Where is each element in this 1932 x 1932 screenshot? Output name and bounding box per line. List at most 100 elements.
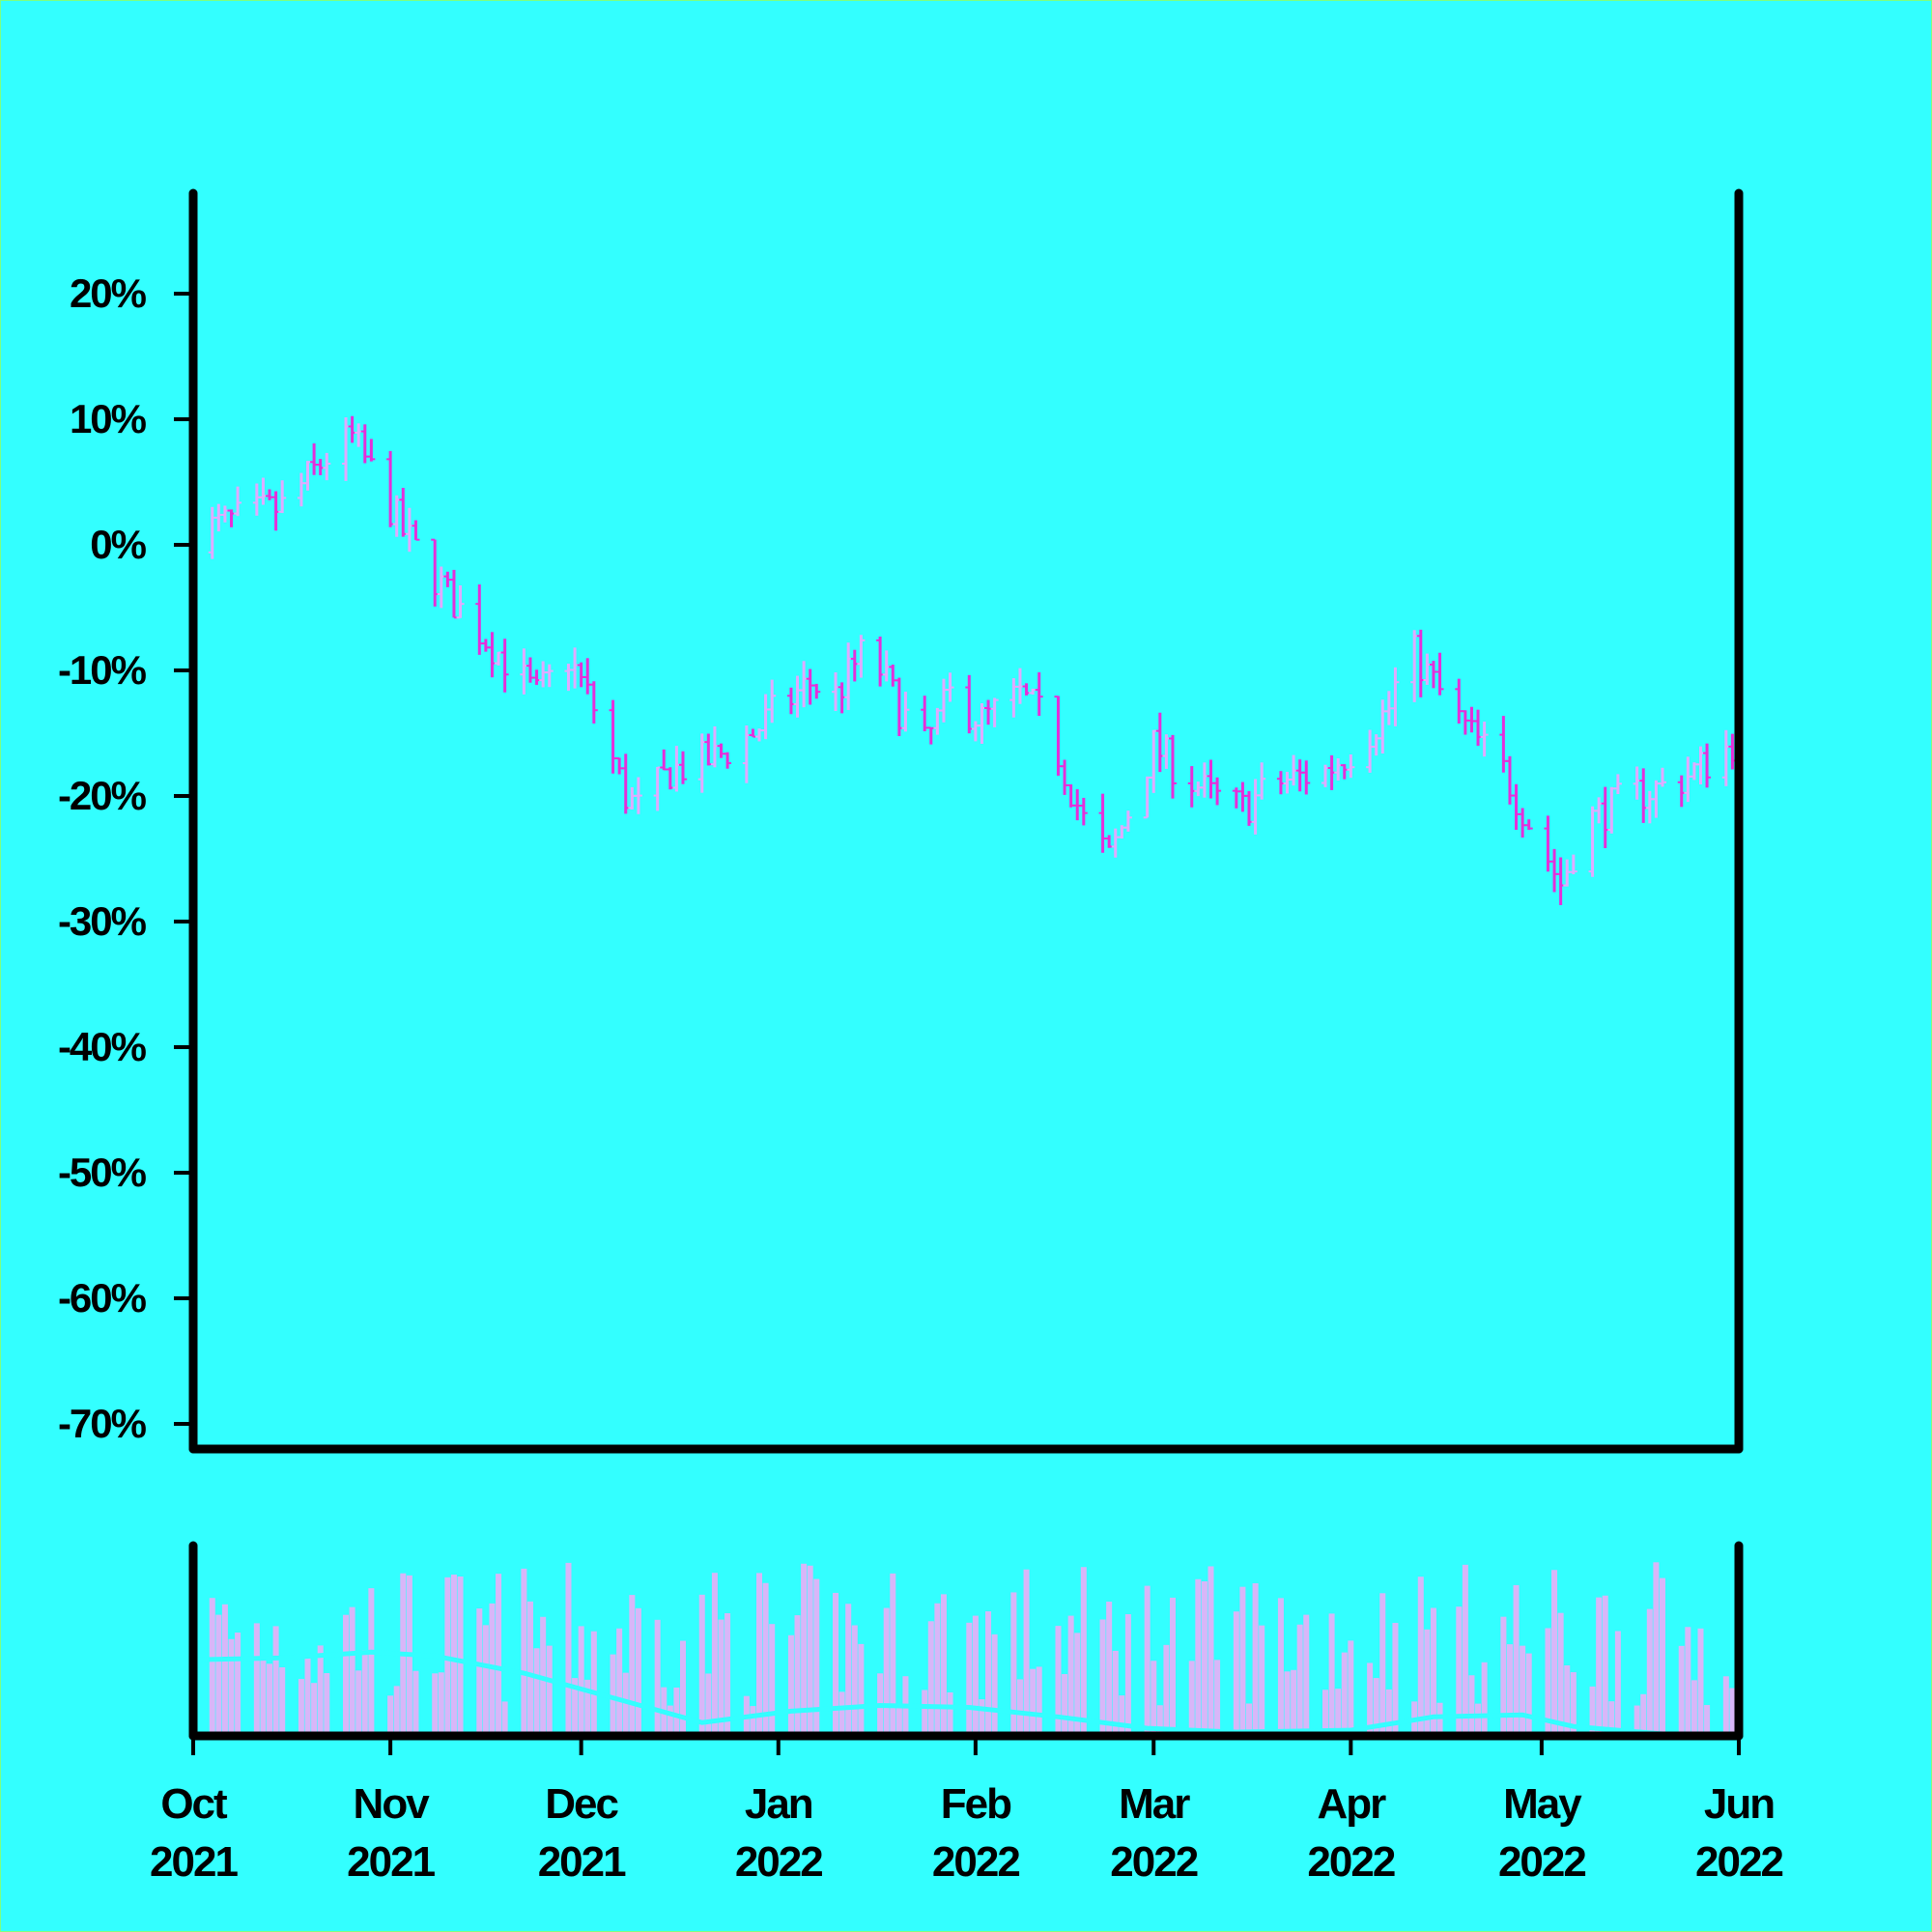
x-tick-year: 2022 <box>1498 1838 1585 1886</box>
volume-bar <box>1640 1693 1647 1736</box>
volume-bar <box>1385 1689 1392 1736</box>
volume-bar <box>1201 1580 1208 1736</box>
y-axis-ticks: 20% 10% 0% -10% -20% -30% -40% -50% -60% -70% <box>58 270 193 1446</box>
ohlc-bar <box>278 480 287 514</box>
volume-bar <box>851 1625 858 1736</box>
volume-bar <box>833 1592 839 1736</box>
volume-bar <box>215 1614 222 1736</box>
volume-bar <box>432 1673 439 1736</box>
volume-bar <box>718 1619 724 1736</box>
volume-bar <box>1277 1598 1284 1736</box>
x-tick-year: 2021 <box>347 1838 435 1886</box>
ohlc-bar <box>946 672 954 702</box>
ohlc-bar <box>678 751 687 784</box>
volume-bar <box>1417 1577 1424 1736</box>
volume-bar <box>1685 1627 1691 1736</box>
volume-axes <box>188 1541 1744 1741</box>
ohlc-bar <box>768 679 777 724</box>
x-tick-month: Nov <box>354 1780 431 1828</box>
volume-bar <box>457 1576 464 1736</box>
volume-bar <box>1520 1645 1526 1736</box>
volume-bar <box>756 1573 763 1736</box>
y-tick-label: -60% <box>58 1275 147 1321</box>
volume-bar <box>1557 1612 1564 1736</box>
volume-bar <box>1291 1669 1297 1736</box>
volume-bar <box>769 1624 776 1736</box>
y-tick-label: -30% <box>58 898 147 944</box>
volume-bar <box>1468 1675 1475 1736</box>
volume-bar <box>1424 1629 1431 1736</box>
ohlc-bar <box>1435 652 1444 696</box>
volume-bar <box>1722 1676 1729 1736</box>
y-tick-label: 0% <box>90 522 146 567</box>
ohlc-bar <box>323 452 331 481</box>
volume-bar <box>845 1604 852 1736</box>
volume-bar <box>927 1621 934 1736</box>
volume-bar <box>629 1595 636 1736</box>
volume-bar <box>1379 1593 1386 1736</box>
volume-bar <box>533 1648 540 1736</box>
volume-bar <box>496 1574 502 1736</box>
volume-bar <box>1303 1614 1310 1736</box>
y-tick-label: -50% <box>58 1150 147 1195</box>
volume-bar <box>1436 1702 1443 1736</box>
volume-bar <box>991 1634 998 1736</box>
volume-bar <box>979 1699 985 1736</box>
volume-bar <box>1513 1584 1520 1736</box>
volume-bar <box>1156 1705 1163 1736</box>
volume-bar <box>578 1626 584 1736</box>
volume-bar <box>279 1666 286 1736</box>
volume-bar <box>1188 1661 1195 1736</box>
volume-bar <box>317 1645 324 1736</box>
volume-bar <box>1208 1566 1214 1736</box>
price-panel: 20% 10% 0% -10% -20% -30% -40% -50% -60% -70% <box>58 188 1744 1454</box>
volume-bar <box>209 1598 215 1736</box>
ohlc-bar <box>1391 667 1400 726</box>
ohlc-bar <box>724 752 732 769</box>
x-tick-month: Dec <box>545 1780 618 1828</box>
volume-bar <box>1144 1585 1151 1736</box>
volume-bar <box>985 1611 992 1736</box>
volume-bar <box>1430 1607 1436 1736</box>
volume-bar <box>1163 1644 1170 1736</box>
ohlc-bar <box>901 692 910 732</box>
volume-bar <box>1169 1597 1176 1736</box>
volume-bar <box>1023 1569 1030 1736</box>
volume-bar <box>1697 1628 1704 1736</box>
volume-bar <box>1233 1611 1239 1736</box>
volume-bar <box>1678 1645 1685 1736</box>
volume-bar <box>387 1695 394 1736</box>
x-tick-year: 2022 <box>1695 1838 1782 1886</box>
volume-bar <box>355 1670 362 1736</box>
volume-bar <box>565 1562 572 1736</box>
volume-bar <box>1030 1668 1037 1736</box>
volume-bar <box>1564 1665 1571 1736</box>
ohlc-bar <box>234 486 242 517</box>
volume-bar <box>1525 1653 1532 1736</box>
volume-bar <box>450 1575 457 1736</box>
volume-bar <box>1570 1672 1577 1736</box>
volume-bar <box>1462 1564 1468 1736</box>
volume-bar <box>228 1638 235 1736</box>
volume-bar <box>260 1658 267 1736</box>
volume-bar <box>476 1608 483 1736</box>
volume-bar <box>412 1670 419 1736</box>
x-tick-month: Jan <box>745 1780 812 1828</box>
volume-bar <box>813 1578 820 1736</box>
volume-bar <box>667 1705 673 1736</box>
volume-bar <box>1106 1602 1113 1736</box>
ohlc-bar <box>1258 762 1266 800</box>
volume-bar <box>858 1643 865 1736</box>
volume-bar <box>1392 1623 1399 1736</box>
volume-bar <box>807 1565 813 1736</box>
volume-bar <box>1551 1570 1558 1736</box>
volume-bar <box>349 1606 355 1736</box>
volume-bar <box>311 1683 318 1736</box>
volume-bar <box>801 1563 808 1736</box>
ohlc-bar <box>1569 854 1577 875</box>
volume-bar <box>940 1594 947 1736</box>
volume-bar <box>1080 1567 1087 1736</box>
x-tick-month: Oct <box>160 1780 228 1828</box>
ohlc-bar <box>367 439 376 462</box>
ohlc-bar <box>1168 734 1177 799</box>
